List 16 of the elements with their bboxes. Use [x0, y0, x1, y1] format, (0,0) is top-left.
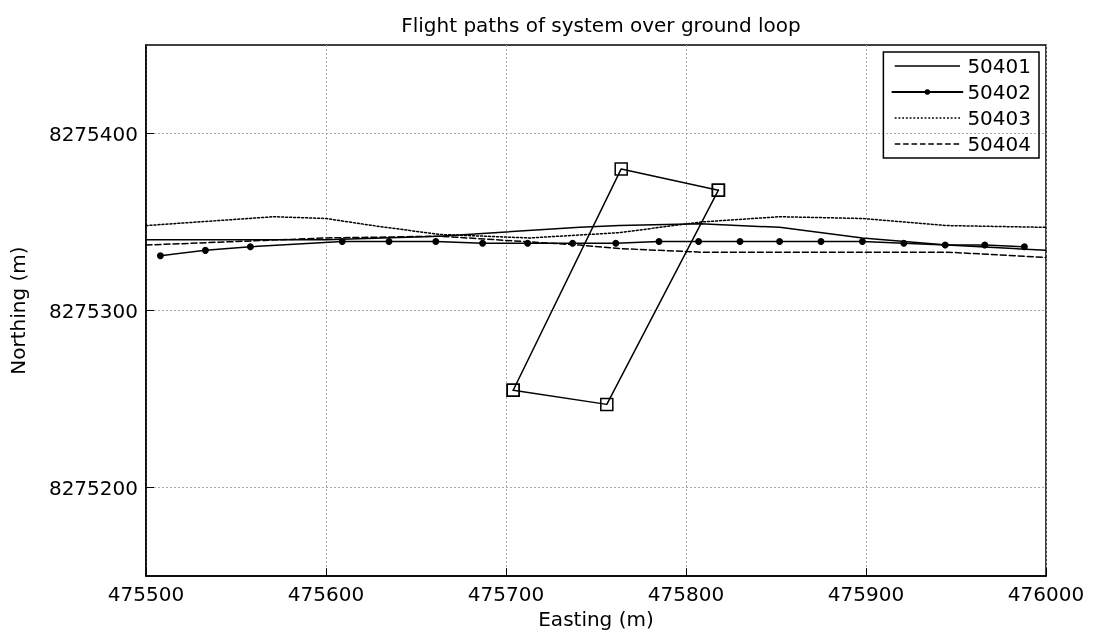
chart-title: Flight paths of system over ground loop: [401, 13, 801, 37]
legend-label: 50403: [967, 106, 1031, 130]
legend-label: 50404: [967, 132, 1031, 156]
x-tick-label: 476000: [1007, 582, 1085, 607]
x-axis-title: Easting (m): [538, 607, 654, 631]
x-tick-label: 475600: [287, 582, 365, 607]
legend-label: 50401: [967, 54, 1031, 78]
legend-label: 50402: [967, 80, 1031, 104]
y-tick-label: 8275200: [48, 475, 138, 500]
y-tick-label: 8275400: [48, 121, 138, 146]
x-tick-label: 475700: [467, 582, 545, 607]
x-tick-label: 475900: [827, 582, 905, 607]
y-tick-label: 8275300: [48, 298, 138, 323]
y-axis-title: Northing (m): [6, 246, 30, 375]
x-tick-label: 475800: [647, 582, 725, 607]
x-tick-label: 475500: [107, 582, 185, 607]
